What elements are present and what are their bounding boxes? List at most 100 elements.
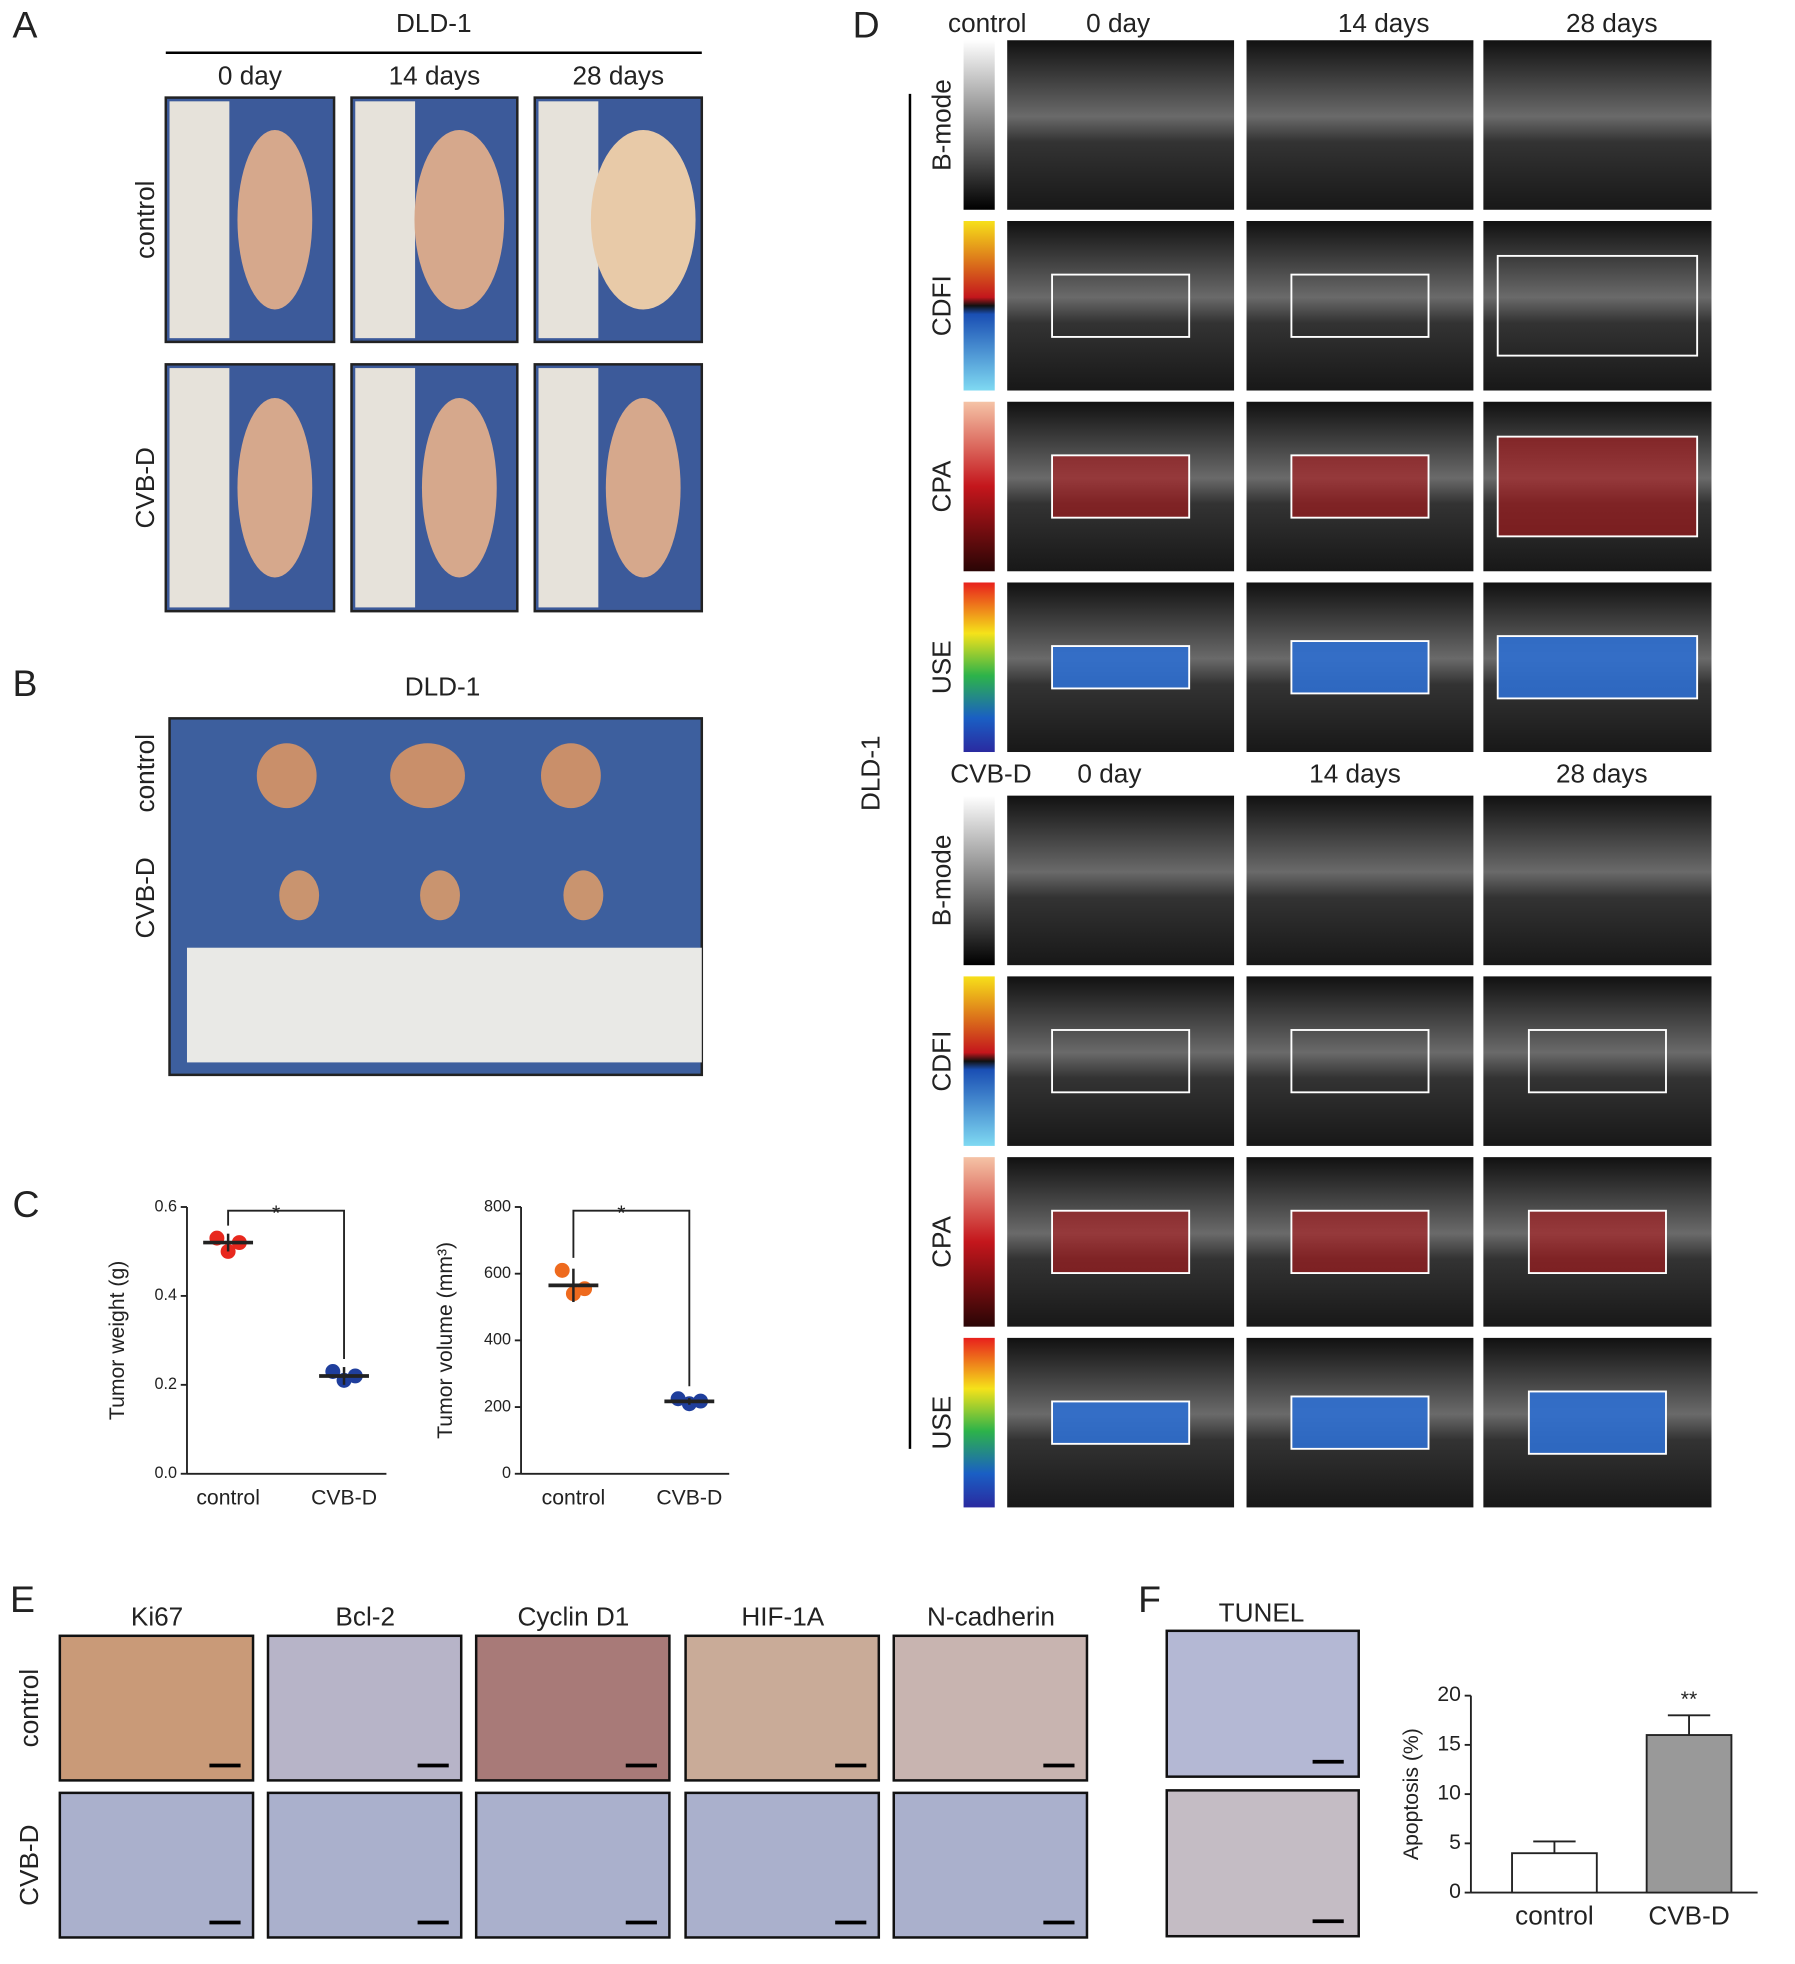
data-point [554, 1262, 570, 1278]
panel-title: TUNEL [1219, 1598, 1305, 1628]
roi-box [1496, 254, 1699, 357]
roi-box [1527, 1209, 1667, 1274]
column-label: 0 day [218, 61, 283, 91]
panel-label: C [12, 1183, 39, 1225]
column-label: Bcl-2 [335, 1601, 395, 1631]
y-tick-label: 0 [1449, 1880, 1461, 1903]
ruler [169, 101, 230, 339]
row-label: B-mode [927, 79, 957, 171]
ultrasound-image [1483, 40, 1712, 210]
y-tick-label: 800 [484, 1197, 511, 1215]
y-tick-label: 200 [484, 1397, 511, 1415]
panel-label: D [853, 4, 880, 46]
panel-label: E [10, 1578, 35, 1620]
micrograph [892, 1791, 1089, 1939]
tumor [390, 743, 465, 809]
roi-box [1496, 435, 1699, 538]
roi-box [1527, 1029, 1667, 1094]
ruler [355, 368, 416, 608]
row-label: Tumor weight (g) [106, 1261, 129, 1420]
row-label: CDFI [927, 1031, 957, 1092]
ruler [169, 368, 230, 608]
ruler [538, 368, 599, 608]
roi-box [1290, 1029, 1430, 1094]
y-tick-label: 0.2 [154, 1375, 177, 1393]
roi-box [1290, 640, 1430, 695]
column-label: 28 days [1556, 759, 1648, 789]
mouse [605, 398, 681, 578]
annotation: ** [1681, 1688, 1698, 1711]
color-scale [963, 1157, 995, 1327]
roi-box [1290, 273, 1430, 338]
ultrasound-image [1007, 40, 1235, 210]
row-label: CVB-D [130, 857, 160, 938]
ultrasound-image [1246, 795, 1474, 966]
y-tick-label: 0.0 [154, 1464, 177, 1482]
annotation: * [617, 1202, 625, 1225]
group-label: DLD-1 [855, 735, 885, 811]
row-label: Tumor volume (mm³) [434, 1242, 457, 1439]
mouse [414, 129, 505, 310]
micrograph [1165, 1629, 1360, 1778]
panel-title: DLD-1 [396, 8, 472, 38]
roi-box [1290, 1209, 1430, 1274]
panel-label: F [1138, 1578, 1161, 1620]
micrograph [266, 1791, 463, 1939]
significance-bracket [227, 1209, 345, 1360]
y-tick-label: 0.4 [154, 1286, 177, 1304]
row-label: USE [927, 1396, 957, 1450]
bar [1645, 1734, 1733, 1894]
ruler [186, 947, 702, 1063]
group-label: control [948, 8, 1027, 38]
row-label: CPA [927, 1215, 957, 1267]
micrograph [58, 1791, 255, 1939]
roi-box [1051, 1029, 1191, 1094]
micrograph [474, 1634, 671, 1782]
ultrasound-image [1007, 976, 1235, 1146]
ultrasound-image [1246, 40, 1474, 210]
ultrasound-image [1483, 795, 1712, 966]
column-label: 14 days [1309, 759, 1401, 789]
tumor [420, 870, 460, 921]
column-label: 14 days [1338, 8, 1430, 38]
roi-box [1290, 1395, 1430, 1450]
micrograph [892, 1634, 1089, 1782]
micrograph [684, 1791, 881, 1939]
mouse [237, 129, 313, 310]
column-label: Cyclin D1 [517, 1601, 629, 1631]
data-point [577, 1281, 593, 1297]
x-tick-label: CVB-D [656, 1486, 722, 1509]
column-label: 0 day [1077, 759, 1142, 789]
y-tick-label: 10 [1437, 1782, 1461, 1805]
row-label: CDFI [927, 275, 957, 336]
panel-label: A [12, 4, 37, 46]
x-tick-label: control [1515, 1900, 1594, 1930]
ultrasound-image [1007, 220, 1235, 391]
tumor [279, 870, 320, 921]
color-scale [963, 582, 995, 753]
panel-label: B [12, 662, 37, 704]
ruler [538, 101, 599, 339]
ultrasound-image [1483, 220, 1712, 391]
column-label: 14 days [389, 61, 481, 91]
tumor [563, 870, 604, 921]
bar [1511, 1852, 1598, 1894]
ultrasound-image [1246, 220, 1474, 391]
row-label: B-mode [927, 835, 957, 927]
column-label: HIF-1A [741, 1601, 824, 1631]
y-tick-label: 5 [1449, 1831, 1461, 1854]
micrograph [58, 1634, 255, 1782]
tumor [256, 743, 317, 809]
row-label: control [130, 734, 160, 813]
panel-title: DLD-1 [405, 671, 481, 701]
roi-box [1051, 1209, 1191, 1274]
x-tick-label: control [542, 1486, 606, 1509]
column-label: N-cadherin [927, 1601, 1055, 1631]
roi-box [1051, 454, 1191, 519]
roi-box [1527, 1390, 1667, 1455]
mouse [237, 398, 313, 578]
mouse [590, 129, 696, 310]
mouse [421, 398, 497, 578]
micrograph [266, 1634, 463, 1782]
